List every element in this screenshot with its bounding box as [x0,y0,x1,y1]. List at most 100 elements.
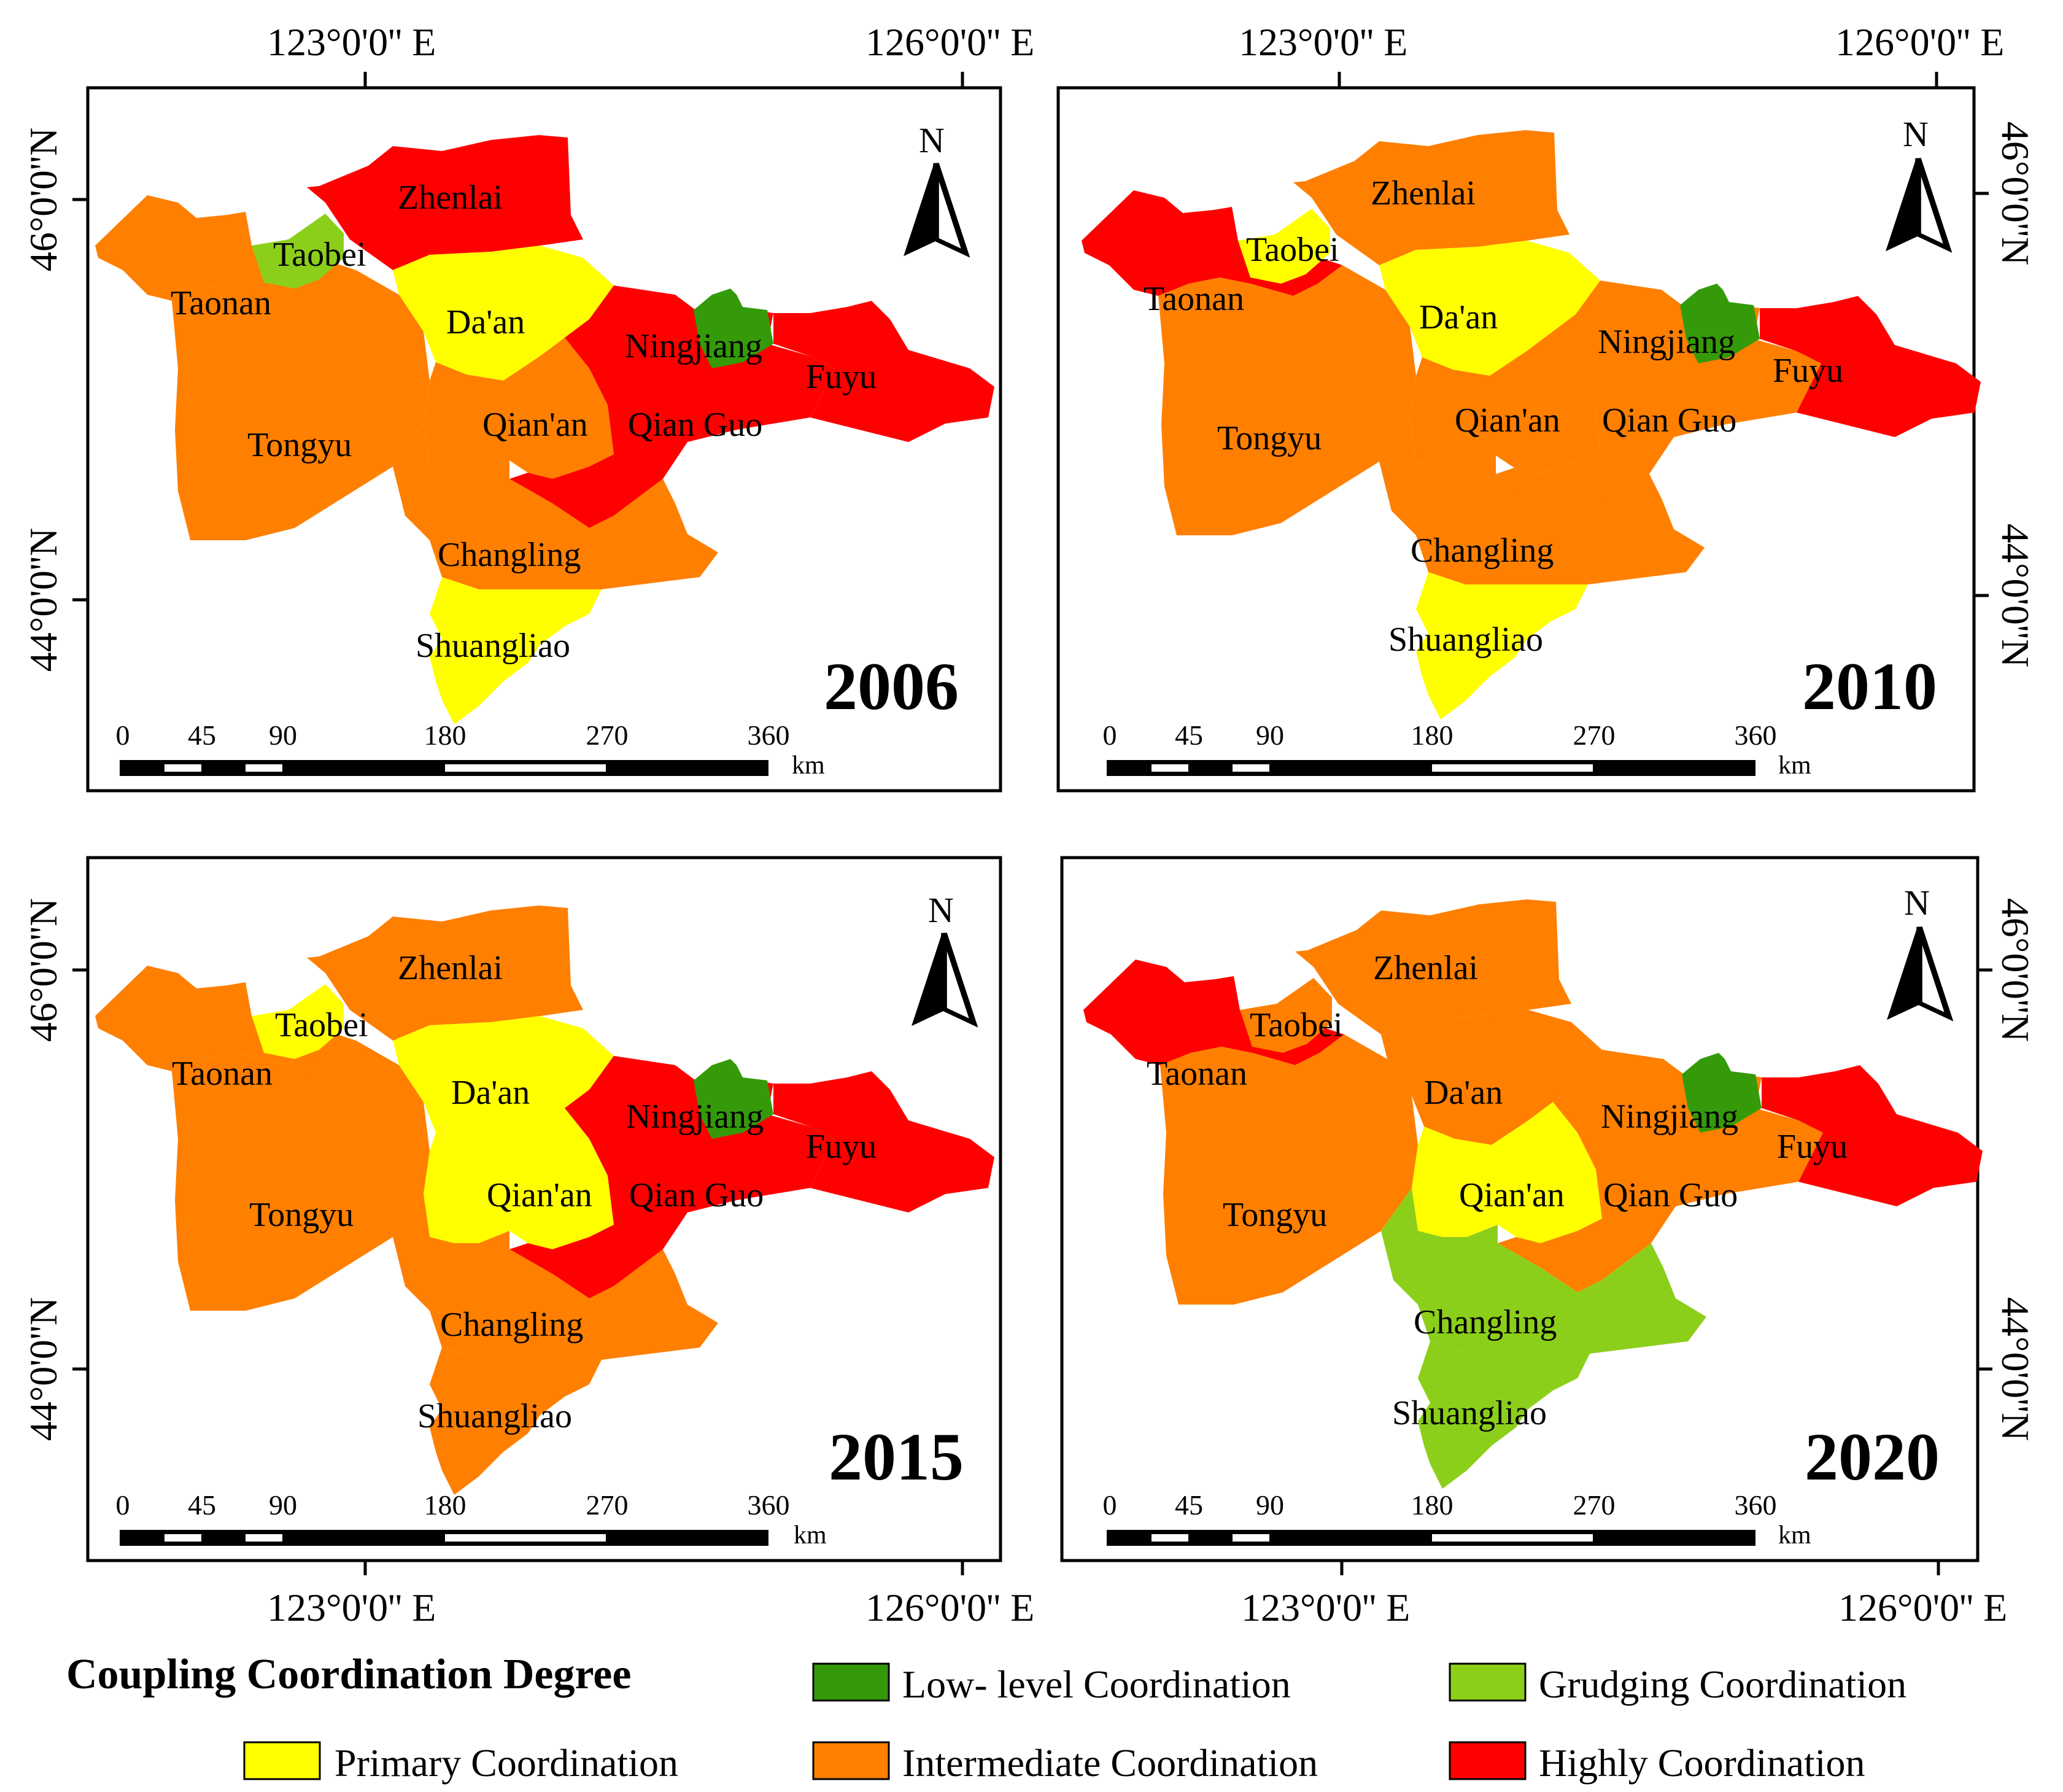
scale-unit: km [794,1521,827,1550]
label-qianan: Qian'an [482,406,588,444]
county-layer [95,906,994,1495]
county-labels: Zhenlai Taobei Taonan Da'an Ningjiang Fu… [1144,174,1843,659]
legend-label-intermediate: Intermediate Coordination [902,1741,1318,1785]
county-tongyu [172,1041,430,1311]
north-arrow: N [915,890,973,1023]
scale-tick: 90 [1256,720,1284,751]
scale-tick: 270 [586,720,629,751]
county-labels: Zhenlai Taobei Taonan Da'an Ningjiang Fu… [171,179,877,665]
north-label: N [919,120,945,160]
county-fuyu [1760,296,1981,437]
map-panel-2020: Zhenlai Taobei Taonan Da'an Ningjiang Fu… [1060,856,1992,1575]
label-qianguo: Qian Guo [629,1176,764,1214]
scale-tick: 0 [116,1489,130,1521]
label-tongyu: Tongyu [247,426,352,464]
scale-tick: 45 [188,1489,216,1521]
label-qianguo: Qian Guo [628,406,762,444]
scale-bar: 0 45 90 180 270 360 km [1103,1489,1812,1550]
label-zhenlai: Zhenlai [398,949,503,987]
label-shuangliao: Shuangliao [1388,621,1543,659]
legend-swatch-grudging [1449,1662,1527,1702]
lat-label-46: 46°0'0''N [1994,122,2037,265]
county-layer [95,135,994,724]
map-year: 2015 [829,1419,964,1494]
label-zhenlai: Zhenlai [1373,949,1478,987]
label-fuyu: Fuyu [1773,352,1843,390]
scale-tick: 360 [1735,1489,1777,1521]
scale-tick: 180 [1411,720,1453,751]
county-daan [1379,241,1600,376]
lat-label-46: 46°0'0''N [21,898,65,1042]
county-changling [1379,419,1705,584]
county-taobei [252,984,344,1059]
scale-tick: 45 [188,720,216,751]
county-changling [1381,1188,1706,1354]
scale-unit: km [1778,1521,1811,1550]
lat-label-46: 46°0'0''N [21,128,65,271]
lat-label-44: 44°0'0''N [21,528,65,672]
county-ningjiang [1682,1053,1762,1133]
scale-unit: km [1778,751,1811,780]
legend-label-low: Low- level Coordination [902,1662,1291,1706]
lon-label-123-bottom: 123°0'0'' E [267,1586,436,1629]
map-panel-2010: Zhenlai Taobei Taonan Da'an Ningjiang Fu… [1056,72,1989,793]
label-tongyu: Tongyu [1223,1196,1327,1234]
scale-tick: 90 [269,720,297,751]
map-panel-2015: Zhenlai Taobei Taonan Da'an Ningjiang Fu… [72,856,1002,1575]
north-arrow: N [1889,114,1948,248]
county-labels: Zhenlai Taobei Taonan Da'an Ningjiang Fu… [172,949,877,1435]
county-shuangliao [430,577,602,724]
county-zhenlai [1295,899,1571,1034]
lon-label-126-bottom: 126°0'0'' E [865,1586,1034,1629]
label-changling: Changling [438,536,581,574]
legend-swatch-low [812,1662,890,1702]
scale-bar: 0 45 90 180 270 360 km [116,720,826,780]
lon-label-123-bottom: 123°0'0'' E [1241,1586,1410,1629]
label-ningjiang: Ningjiang [625,327,762,365]
label-taonan: Taonan [1147,1055,1247,1093]
legend-label-primary: Primary Coordination [335,1741,678,1785]
legend-swatch-intermediate [812,1741,890,1780]
county-tongyu [172,270,430,540]
scale-tick: 0 [116,720,130,751]
label-ningjiang: Ningjiang [626,1098,764,1136]
lon-label-126-bottom: 126°0'0'' E [1838,1586,2007,1629]
label-qianan: Qian'an [487,1176,592,1214]
county-shuangliao [430,1348,602,1495]
county-qianan [424,1108,614,1249]
graticule-labels: 123°0'0'' E 126°0'0'' E 123°0'0'' E 126°… [21,20,2037,1629]
scale-tick: 270 [1573,1489,1616,1521]
label-qianan: Qian'an [1455,401,1560,440]
county-tongyu [1158,265,1416,535]
label-taobei: Taobei [1246,231,1339,269]
label-fuyu: Fuyu [806,358,877,396]
county-tongyu [1160,1034,1418,1305]
lon-label-123-top: 123°0'0'' E [1239,20,1407,64]
label-zhenlai: Zhenlai [1371,174,1476,212]
county-layer [1083,899,1983,1489]
map-frame [1060,856,1980,1562]
label-changling: Changling [440,1306,583,1344]
north-label: N [1904,883,1930,923]
lat-label-44: 44°0'0''N [21,1297,65,1441]
label-changling: Changling [1414,1303,1557,1341]
label-qianan: Qian'an [1459,1176,1565,1214]
county-taobei [252,214,344,289]
lat-label-44: 44°0'0''N [1994,1297,2037,1441]
label-shuangliao: Shuangliao [416,627,570,665]
label-daan: Da'an [446,303,525,341]
county-qianan [1412,1102,1602,1243]
county-ningjiang [1680,284,1760,363]
county-daan [1381,1010,1602,1145]
county-ningjiang [694,289,773,368]
legend-swatch-highly [1449,1741,1527,1780]
lon-label-126-top: 126°0'0'' E [865,20,1034,64]
label-taobei: Taobei [1250,1006,1343,1044]
scale-tick: 45 [1175,1489,1203,1521]
map-frame [86,86,1002,793]
lat-label-44: 44°0'0''N [1994,524,2037,667]
county-fuyu [1762,1065,1983,1206]
county-layer [1082,130,1981,720]
